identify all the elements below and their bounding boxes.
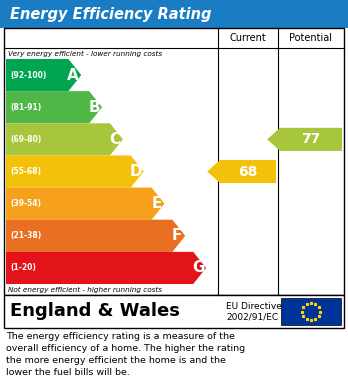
Text: 68: 68 [238, 165, 258, 179]
Text: 77: 77 [301, 133, 321, 146]
Text: (92-100): (92-100) [10, 70, 46, 80]
Text: (1-20): (1-20) [10, 264, 36, 273]
Text: Not energy efficient - higher running costs: Not energy efficient - higher running co… [8, 287, 162, 292]
Text: G: G [192, 260, 204, 275]
Polygon shape [6, 91, 102, 123]
Text: A: A [68, 68, 79, 83]
Text: Current: Current [230, 33, 266, 43]
Polygon shape [6, 252, 206, 284]
Text: (55-68): (55-68) [10, 167, 41, 176]
Bar [281, 298, 341, 325]
Polygon shape [6, 123, 123, 156]
Text: (69-80): (69-80) [10, 135, 41, 144]
Polygon shape [267, 128, 342, 151]
Text: (39-54): (39-54) [10, 199, 41, 208]
Polygon shape [6, 59, 81, 91]
Text: E: E [151, 196, 161, 211]
Polygon shape [207, 160, 276, 183]
Text: D: D [129, 164, 142, 179]
Bar [4, 28, 344, 295]
Text: EU Directive: EU Directive [226, 302, 282, 311]
Text: Potential: Potential [290, 33, 332, 43]
Text: C: C [109, 132, 120, 147]
Text: 2002/91/EC: 2002/91/EC [226, 312, 278, 321]
Text: The energy efficiency rating is a measure of the
overall efficiency of a home. T: The energy efficiency rating is a measur… [6, 332, 245, 377]
Text: England & Wales: England & Wales [10, 303, 180, 321]
Polygon shape [6, 188, 165, 220]
Polygon shape [6, 220, 185, 252]
Polygon shape [6, 156, 144, 188]
Text: (81-91): (81-91) [10, 103, 41, 112]
Bar [4, 295, 344, 328]
Text: (21-38): (21-38) [10, 231, 41, 240]
Text: B: B [88, 100, 100, 115]
Bar [0, 0, 348, 28]
Text: Energy Efficiency Rating: Energy Efficiency Rating [10, 7, 212, 22]
Text: F: F [172, 228, 182, 243]
Text: Very energy efficient - lower running costs: Very energy efficient - lower running co… [8, 50, 162, 57]
